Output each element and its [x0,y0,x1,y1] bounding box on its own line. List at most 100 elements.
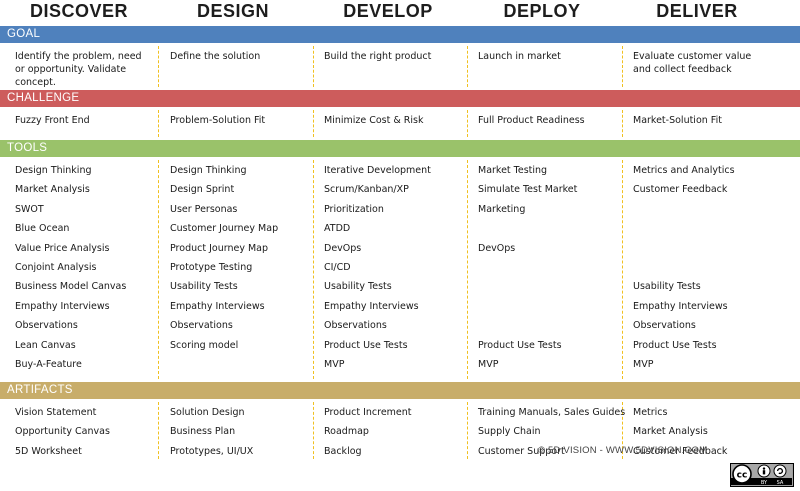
artifact-item: Market Analysis [633,426,708,438]
tool-item: Value Price Analysis [15,242,110,254]
artifact-item: Vision Statement [15,407,97,418]
phase-discover: DISCOVER [29,1,129,21]
artifact-item: Roadmap [324,426,369,438]
phase-deploy: DEPLOY [503,1,581,21]
goal-cell: Build the right product [324,51,432,62]
tool-item: MVP [324,359,345,370]
tool-item: Simulate Test Market [478,184,578,196]
challenge-cell: Problem-Solution Fit [170,115,266,126]
tool-item: Usability Tests [324,281,392,293]
column-separator [313,160,314,379]
tool-item: User Personas [170,203,238,215]
goal-cell: Evaluate customer value and collect feed… [633,51,752,75]
tool-item: Empathy Interviews [324,300,419,312]
tool-item: ATDD [324,223,351,235]
artifact-item: Customer Support [478,445,565,457]
column-separator [158,402,159,459]
tool-item: Market Testing [478,165,548,176]
column-separator [313,110,314,137]
column-separator [622,110,623,137]
challenge-cell: Market-Solution Fit [633,115,722,126]
tool-item: Usability Tests [170,281,238,293]
artifact-item: Customer Feedback [633,445,728,457]
column-separator [467,46,468,87]
artifact-item: Supply Chain [478,426,541,438]
artifact-item: Training Manuals, Sales Guides [478,407,626,418]
tool-item: Scoring model [170,339,239,351]
column-separator [158,110,159,137]
tools-band: TOOLS [0,140,800,157]
tool-item: Observations [15,320,78,332]
challenge-band: CHALLENGE [0,90,800,107]
license-sa-label: SA [777,480,784,485]
tool-item: Design Sprint [170,184,235,196]
tool-item: Observations [170,320,233,332]
challenge-cell: Minimize Cost & Risk [324,115,424,126]
tool-item: Lean Canvas [15,339,76,351]
phase-design: DESIGN [196,1,269,21]
column-separator [313,46,314,87]
copyright-footer: © 5D VISION - WWW.5DVISION.COM [538,445,708,456]
tool-item: Product Use Tests [324,339,408,351]
tool-item: CI/CD [324,262,351,273]
license-by-label: BY [761,480,768,485]
tool-item: Buy-A-Feature [15,359,82,370]
artifact-item: Opportunity Canvas [15,426,110,438]
tool-item: Customer Journey Map [170,223,279,235]
artifact-item: 5D Worksheet [15,445,82,457]
phase-develop: DEVELOP [343,1,433,21]
phase-header: DISCOVER DESIGN DEVELOP DEPLOY DELIVER [0,0,800,26]
tool-item: Prototype Testing [170,262,253,273]
tool-item: Market Analysis [15,184,90,196]
tool-item: Design Thinking [15,165,92,176]
tool-item: Metrics and Analytics [633,165,735,176]
artifact-item: Product Increment [324,407,412,418]
artifact-item: Business Plan [170,426,236,438]
tool-item: Business Model Canvas [15,281,127,293]
tool-item: Marketing [478,203,526,215]
tool-item: MVP [478,359,499,370]
svg-text:cc: cc [737,471,748,481]
tool-item: Usability Tests [633,281,701,293]
tool-item: Product Use Tests [633,339,717,351]
column-separator [158,160,159,379]
tool-item: Design Thinking [170,165,247,176]
artifact-item: Backlog [324,445,362,457]
column-separator [622,160,623,379]
goal-cell: Launch in market [478,51,561,62]
tool-item: Observations [324,320,387,332]
tool-item: Empathy Interviews [633,300,728,312]
goal-cell: Identify the problem, need or opportunit… [15,51,142,88]
column-separator [467,160,468,379]
tool-item: Prioritization [324,203,384,215]
tool-item: SWOT [15,203,44,215]
tool-item: Empathy Interviews [15,300,110,312]
phase-deliver: DELIVER [656,1,738,21]
column-separator [622,46,623,87]
column-separator [467,110,468,137]
tool-item: Iterative Development [324,165,431,176]
tool-item: Empathy Interviews [170,300,265,312]
tool-item: DevOps [324,242,362,254]
artifact-item: Prototypes, UI/UX [170,445,254,457]
tool-item: Scrum/Kanban/XP [324,184,409,196]
artifacts-band: ARTIFACTS [0,382,800,399]
tool-item: MVP [633,359,654,370]
challenge-cell: Full Product Readiness [478,115,585,126]
tool-item: Product Use Tests [478,339,562,351]
challenge-cell: Fuzzy Front End [15,115,90,126]
artifact-item: Metrics [633,407,668,418]
column-separator [622,402,623,459]
goal-band: GOAL [0,26,800,43]
goal-cell: Define the solution [170,51,261,62]
tool-item: Observations [633,320,696,332]
license-badge-icon: cc BY SA [731,464,792,486]
tool-item: Conjoint Analysis [15,262,97,273]
tool-item: Blue Ocean [15,223,70,235]
tool-item: DevOps [478,242,516,254]
tool-item: Customer Feedback [633,184,728,196]
creative-commons-icon: cc BY SA [730,463,794,487]
column-separator [313,402,314,459]
column-separator [467,402,468,459]
tool-item: Product Journey Map [170,242,269,254]
